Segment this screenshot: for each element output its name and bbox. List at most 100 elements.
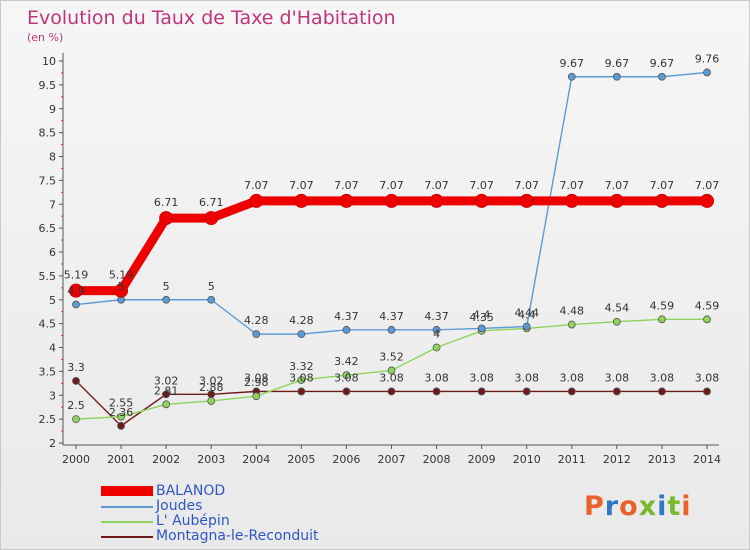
data-label: 3.3 — [67, 361, 85, 374]
data-point — [162, 400, 171, 409]
y-tick-label: 4 — [49, 342, 56, 355]
data-point — [564, 193, 579, 208]
data-point — [252, 330, 261, 339]
x-tick-label: 2005 — [287, 453, 315, 466]
data-label: 4.9 — [67, 285, 85, 298]
data-point — [162, 295, 171, 304]
data-label: 3.08 — [424, 371, 449, 384]
data-point — [429, 193, 444, 208]
data-point — [297, 376, 306, 384]
data-label: 3.08 — [514, 371, 539, 384]
data-point — [117, 412, 125, 421]
data-point — [72, 377, 80, 385]
y-tick-label: 6 — [49, 246, 56, 259]
data-point — [297, 330, 306, 339]
data-point — [294, 193, 309, 208]
x-tick-label: 2003 — [197, 453, 225, 466]
data-point — [387, 387, 396, 396]
data-label: 5.19 — [64, 269, 89, 282]
data-label: 7.07 — [379, 179, 404, 192]
data-label: 3.08 — [560, 371, 585, 384]
data-label: 5 — [208, 280, 215, 293]
data-label: 7.07 — [289, 179, 314, 192]
data-point — [342, 371, 351, 380]
data-point — [658, 387, 666, 396]
data-label: 7.07 — [469, 179, 494, 192]
legend-label-joudes: Joudes — [156, 498, 203, 514]
data-point — [654, 193, 669, 208]
data-point — [567, 72, 576, 81]
data-label: 6.71 — [154, 196, 179, 209]
data-label: 4.4 — [518, 308, 536, 321]
data-point — [207, 295, 216, 304]
data-point — [612, 387, 621, 396]
data-point — [114, 283, 129, 298]
data-point — [477, 324, 486, 333]
data-point — [522, 387, 531, 396]
data-point — [432, 325, 441, 334]
x-tick-label: 2004 — [242, 453, 270, 466]
data-label: 7.07 — [334, 179, 359, 192]
data-label: 7.07 — [514, 179, 539, 192]
data-label: 4.4 — [473, 308, 491, 321]
data-point — [612, 317, 621, 326]
x-tick-label: 2006 — [332, 453, 360, 466]
x-tick-label: 2002 — [152, 453, 180, 466]
data-point — [72, 300, 80, 309]
y-tick-label: 10 — [42, 55, 56, 68]
data-label: 9.76 — [695, 52, 720, 65]
y-tick-label: 8.5 — [39, 127, 57, 140]
data-label: 4.28 — [244, 314, 269, 327]
x-tick-label: 2014 — [693, 453, 721, 466]
data-label: 7.07 — [605, 179, 630, 192]
data-point — [658, 315, 666, 324]
data-point — [72, 415, 80, 424]
data-label: 3.08 — [469, 371, 494, 384]
data-point — [342, 325, 351, 334]
data-label: 4.59 — [695, 299, 720, 312]
x-tick-label: 2008 — [423, 453, 451, 466]
data-point — [567, 320, 576, 329]
data-point — [249, 193, 264, 208]
legend-swatch-joudes — [101, 506, 153, 508]
data-label: 2.55 — [109, 397, 134, 410]
data-point — [204, 211, 219, 226]
logo-letter: t — [667, 491, 682, 522]
y-tick-label: 7.5 — [39, 174, 57, 187]
data-label: 9.67 — [605, 57, 630, 70]
chart-title: Evolution du Taux de Taxe d'Habitation — [27, 7, 396, 29]
data-label: 3.32 — [289, 360, 314, 373]
data-label: 3.42 — [334, 355, 359, 368]
data-point — [477, 387, 486, 396]
legend-swatch-aubepin — [101, 521, 153, 523]
x-tick-label: 2011 — [558, 453, 586, 466]
x-tick-label: 2001 — [107, 453, 135, 466]
data-label: 3.02 — [199, 374, 224, 387]
data-label: 2.88 — [199, 381, 224, 394]
data-label: 4.59 — [650, 299, 675, 312]
logo-letter: i — [681, 491, 692, 522]
data-label: 5 — [118, 280, 125, 293]
data-label: 3.08 — [605, 371, 630, 384]
logo-letter: x — [638, 491, 658, 522]
y-tick-label: 8 — [49, 151, 56, 164]
data-label: 4 — [433, 328, 440, 341]
data-label: 3.52 — [379, 350, 404, 363]
data-point — [387, 366, 396, 375]
y-tick-label: 3 — [49, 389, 56, 402]
data-point — [159, 211, 174, 226]
data-label: 2.98 — [244, 376, 269, 389]
x-tick-label: 2007 — [378, 453, 406, 466]
proxiti-logo: Proxiti — [584, 491, 692, 522]
data-point — [387, 325, 396, 334]
data-label: 5 — [163, 280, 170, 293]
data-label: 7.07 — [650, 179, 675, 192]
data-label: 4.54 — [605, 302, 630, 315]
data-label: 3.08 — [289, 371, 314, 384]
data-label: 6.71 — [199, 196, 224, 209]
data-point — [609, 193, 624, 208]
logo-letter: o — [619, 491, 639, 522]
data-label: 9.67 — [650, 57, 675, 70]
data-point — [703, 315, 711, 324]
data-label: 3.08 — [244, 371, 269, 384]
